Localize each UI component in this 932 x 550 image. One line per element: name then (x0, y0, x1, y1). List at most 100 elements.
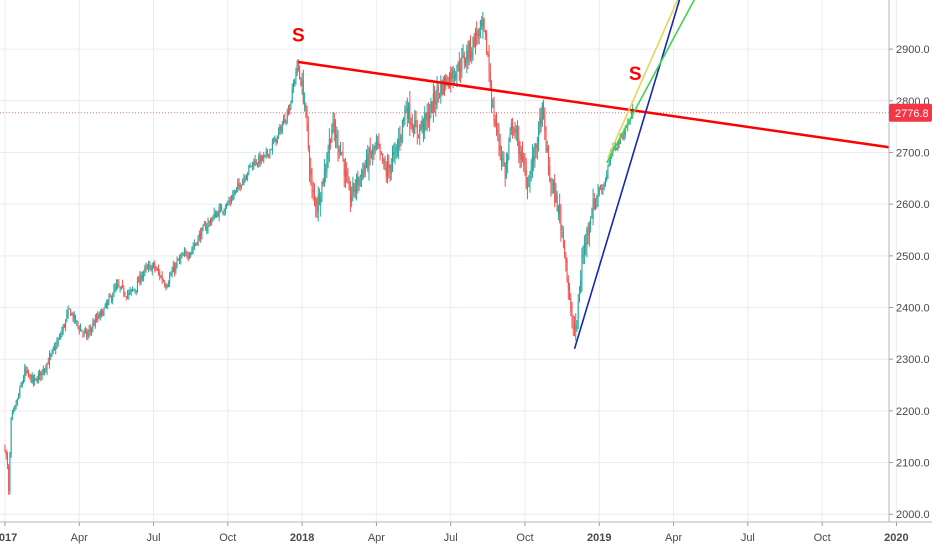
candle-body (79, 328, 81, 332)
candle-body (484, 30, 486, 35)
candle-body (291, 88, 293, 103)
candle-body (576, 320, 578, 325)
candle-body (148, 265, 150, 269)
candle-body (416, 125, 418, 134)
candle-body (569, 287, 571, 300)
candle-body (550, 183, 552, 186)
candle-body (514, 131, 516, 133)
candle-body (114, 287, 116, 290)
candle-body (26, 370, 28, 373)
candle-body (544, 115, 546, 131)
candle-body (224, 208, 226, 212)
candle-body (105, 304, 107, 306)
candle-body (383, 159, 385, 163)
candle-body (150, 266, 152, 272)
candle-body (488, 54, 490, 73)
candle-body (548, 146, 550, 167)
candle-body (117, 284, 119, 286)
candle-body (607, 167, 609, 174)
candle-body (624, 128, 626, 135)
candle-body (389, 165, 391, 173)
candle-body (213, 213, 215, 217)
candle-body (134, 289, 136, 291)
candle-body (287, 109, 289, 114)
candle-body (50, 354, 52, 357)
candle-body (585, 242, 587, 245)
candle-body (494, 119, 496, 126)
candle-body (19, 387, 21, 397)
candle-body (565, 254, 567, 263)
candle-body (218, 208, 220, 218)
candle-body (347, 178, 349, 182)
candle-body (243, 178, 245, 181)
candle-body (78, 326, 80, 332)
candle-body (373, 145, 375, 150)
candle-body (119, 287, 121, 289)
candle-body (156, 268, 158, 270)
candle-body (578, 293, 580, 303)
candle-body (67, 309, 69, 316)
candle-body (49, 355, 51, 364)
candle-body (5, 451, 7, 456)
candle-body (528, 185, 530, 187)
candle-body (342, 152, 344, 159)
candle-body (133, 289, 135, 291)
candle-body (580, 279, 582, 293)
candle-body (378, 143, 380, 147)
candle-body (161, 276, 163, 281)
x-tick-label: Apr (71, 532, 88, 544)
candle-body (504, 163, 506, 178)
candle-body (473, 36, 475, 48)
y-tick-label: 2600.0 (896, 199, 930, 211)
candle-body (460, 69, 462, 72)
candle-body (313, 193, 315, 198)
x-tick-label: Oct (814, 532, 831, 544)
candle-body (35, 378, 37, 380)
candle-body (588, 225, 590, 236)
candle-body (522, 152, 524, 157)
candle-body (96, 317, 98, 320)
candle-body (183, 252, 185, 256)
candle-body (552, 183, 554, 185)
candle-body (193, 244, 195, 247)
candle-body (346, 170, 348, 177)
candle-body (125, 296, 127, 298)
candle-body (274, 137, 276, 143)
candle-body (441, 82, 443, 95)
y-tick-label: 2300.0 (896, 354, 930, 366)
x-tick-label: 2017 (0, 532, 17, 544)
candle-body (219, 206, 221, 209)
candle-body (379, 144, 381, 153)
candle-body (289, 107, 291, 114)
candle-body (425, 113, 427, 119)
candle-body (375, 141, 377, 144)
candle-body (296, 61, 298, 74)
candle-body (29, 374, 31, 376)
candle-body (595, 198, 597, 208)
candle-body (232, 195, 234, 200)
candle-body (307, 124, 309, 149)
candle-body (37, 374, 39, 383)
candle-body (435, 102, 437, 105)
candle-body (295, 72, 297, 80)
candle-body (122, 285, 124, 287)
candle-body (561, 232, 563, 234)
candle-body (507, 154, 509, 163)
annotation-s: S (292, 25, 305, 46)
candle-body (524, 164, 526, 170)
candle-body (304, 101, 306, 104)
candle-body (427, 111, 429, 123)
candle-body (608, 161, 610, 167)
candle-body (280, 127, 282, 132)
candle-body (175, 263, 177, 272)
candle-body (309, 150, 311, 171)
candle-body (322, 179, 324, 184)
candle-body (470, 43, 472, 56)
candle-body (41, 369, 43, 376)
x-tick-label: 2019 (587, 532, 611, 544)
candle-body (577, 302, 579, 320)
candle-body (399, 137, 401, 141)
candle-body (513, 127, 515, 134)
candle-body (543, 100, 545, 116)
